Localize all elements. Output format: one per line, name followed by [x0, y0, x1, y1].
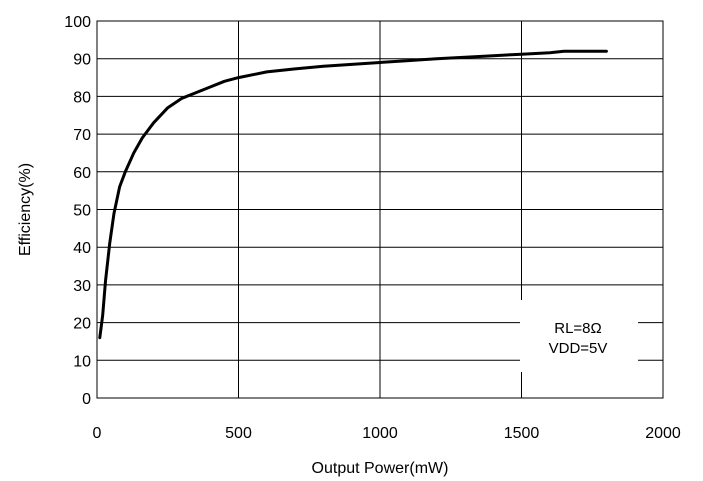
y-tick-label-20: 20: [73, 316, 91, 333]
x-tick-label-1500: 1500: [504, 425, 540, 442]
y-tick-label-90: 90: [73, 52, 91, 69]
x-tick-label-1000: 1000: [362, 425, 398, 442]
annotation-background: [520, 300, 638, 372]
annotation-box: RL=8Ω VDD=5V: [520, 300, 638, 372]
y-axis-label: Efficiency(%): [17, 163, 34, 256]
annotation-rl: RL=8Ω: [554, 320, 602, 337]
y-tick-label-100: 100: [64, 14, 91, 31]
x-tick-label-500: 500: [225, 425, 252, 442]
y-tick-label-10: 10: [73, 353, 91, 370]
series-layer: [98, 49, 608, 340]
annotation-vdd: VDD=5V: [549, 340, 608, 357]
y-tick-label-30: 30: [73, 278, 91, 295]
x-axis-label: Output Power(mW): [312, 460, 449, 477]
x-tick-label-2000: 2000: [645, 425, 681, 442]
x-tick-label-0: 0: [93, 425, 102, 442]
y-tick-label-40: 40: [73, 240, 91, 257]
y-tick-label-70: 70: [73, 127, 91, 144]
efficiency-curve-0: [98, 49, 608, 340]
y-tick-label-60: 60: [73, 165, 91, 182]
plot-frame: [96, 20, 664, 399]
y-tick-label-80: 80: [73, 89, 91, 106]
y-tick-label-50: 50: [73, 203, 91, 220]
y-tick-label-0: 0: [82, 391, 91, 408]
